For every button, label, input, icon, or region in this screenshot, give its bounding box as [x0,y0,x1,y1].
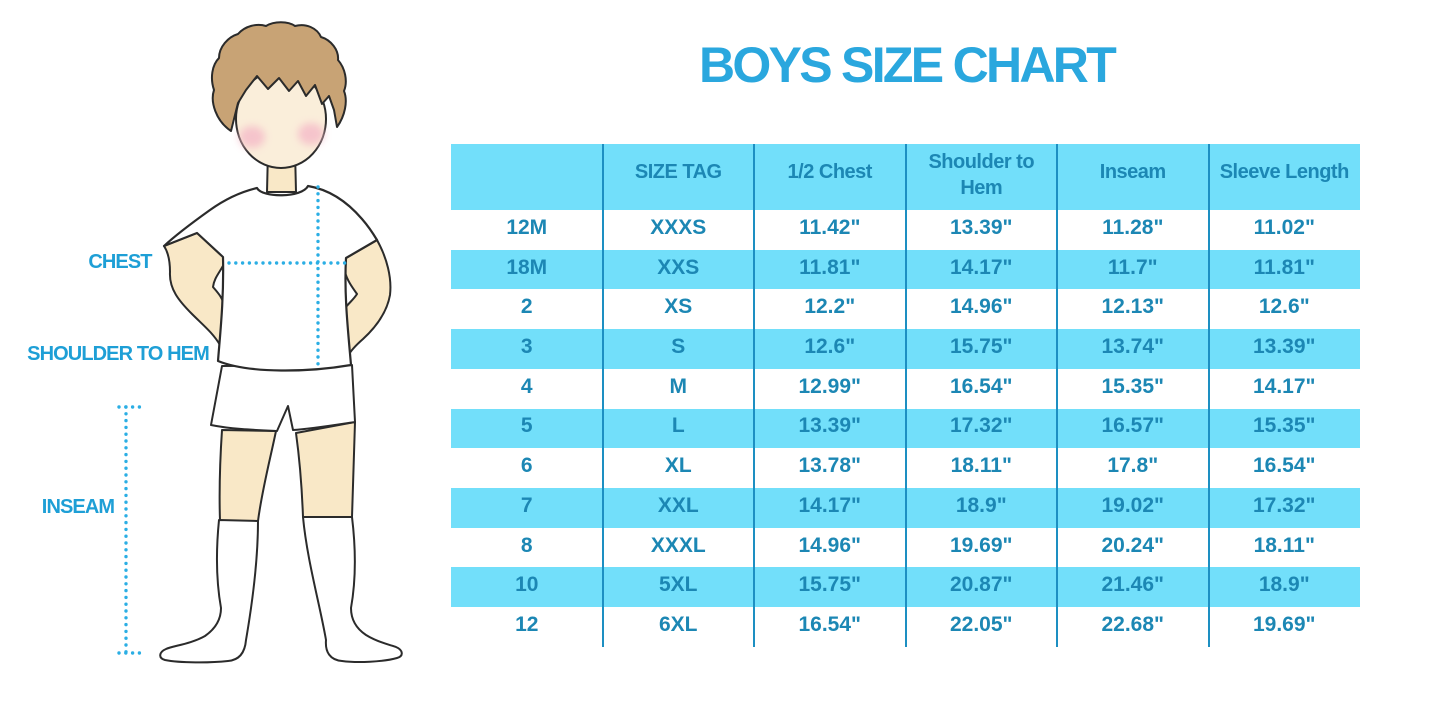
svg-text:INSEAM: INSEAM [42,496,115,518]
svg-text:SHOULDER TO HEM: SHOULDER TO HEM [27,343,209,365]
svg-text:CHEST: CHEST [88,251,152,273]
